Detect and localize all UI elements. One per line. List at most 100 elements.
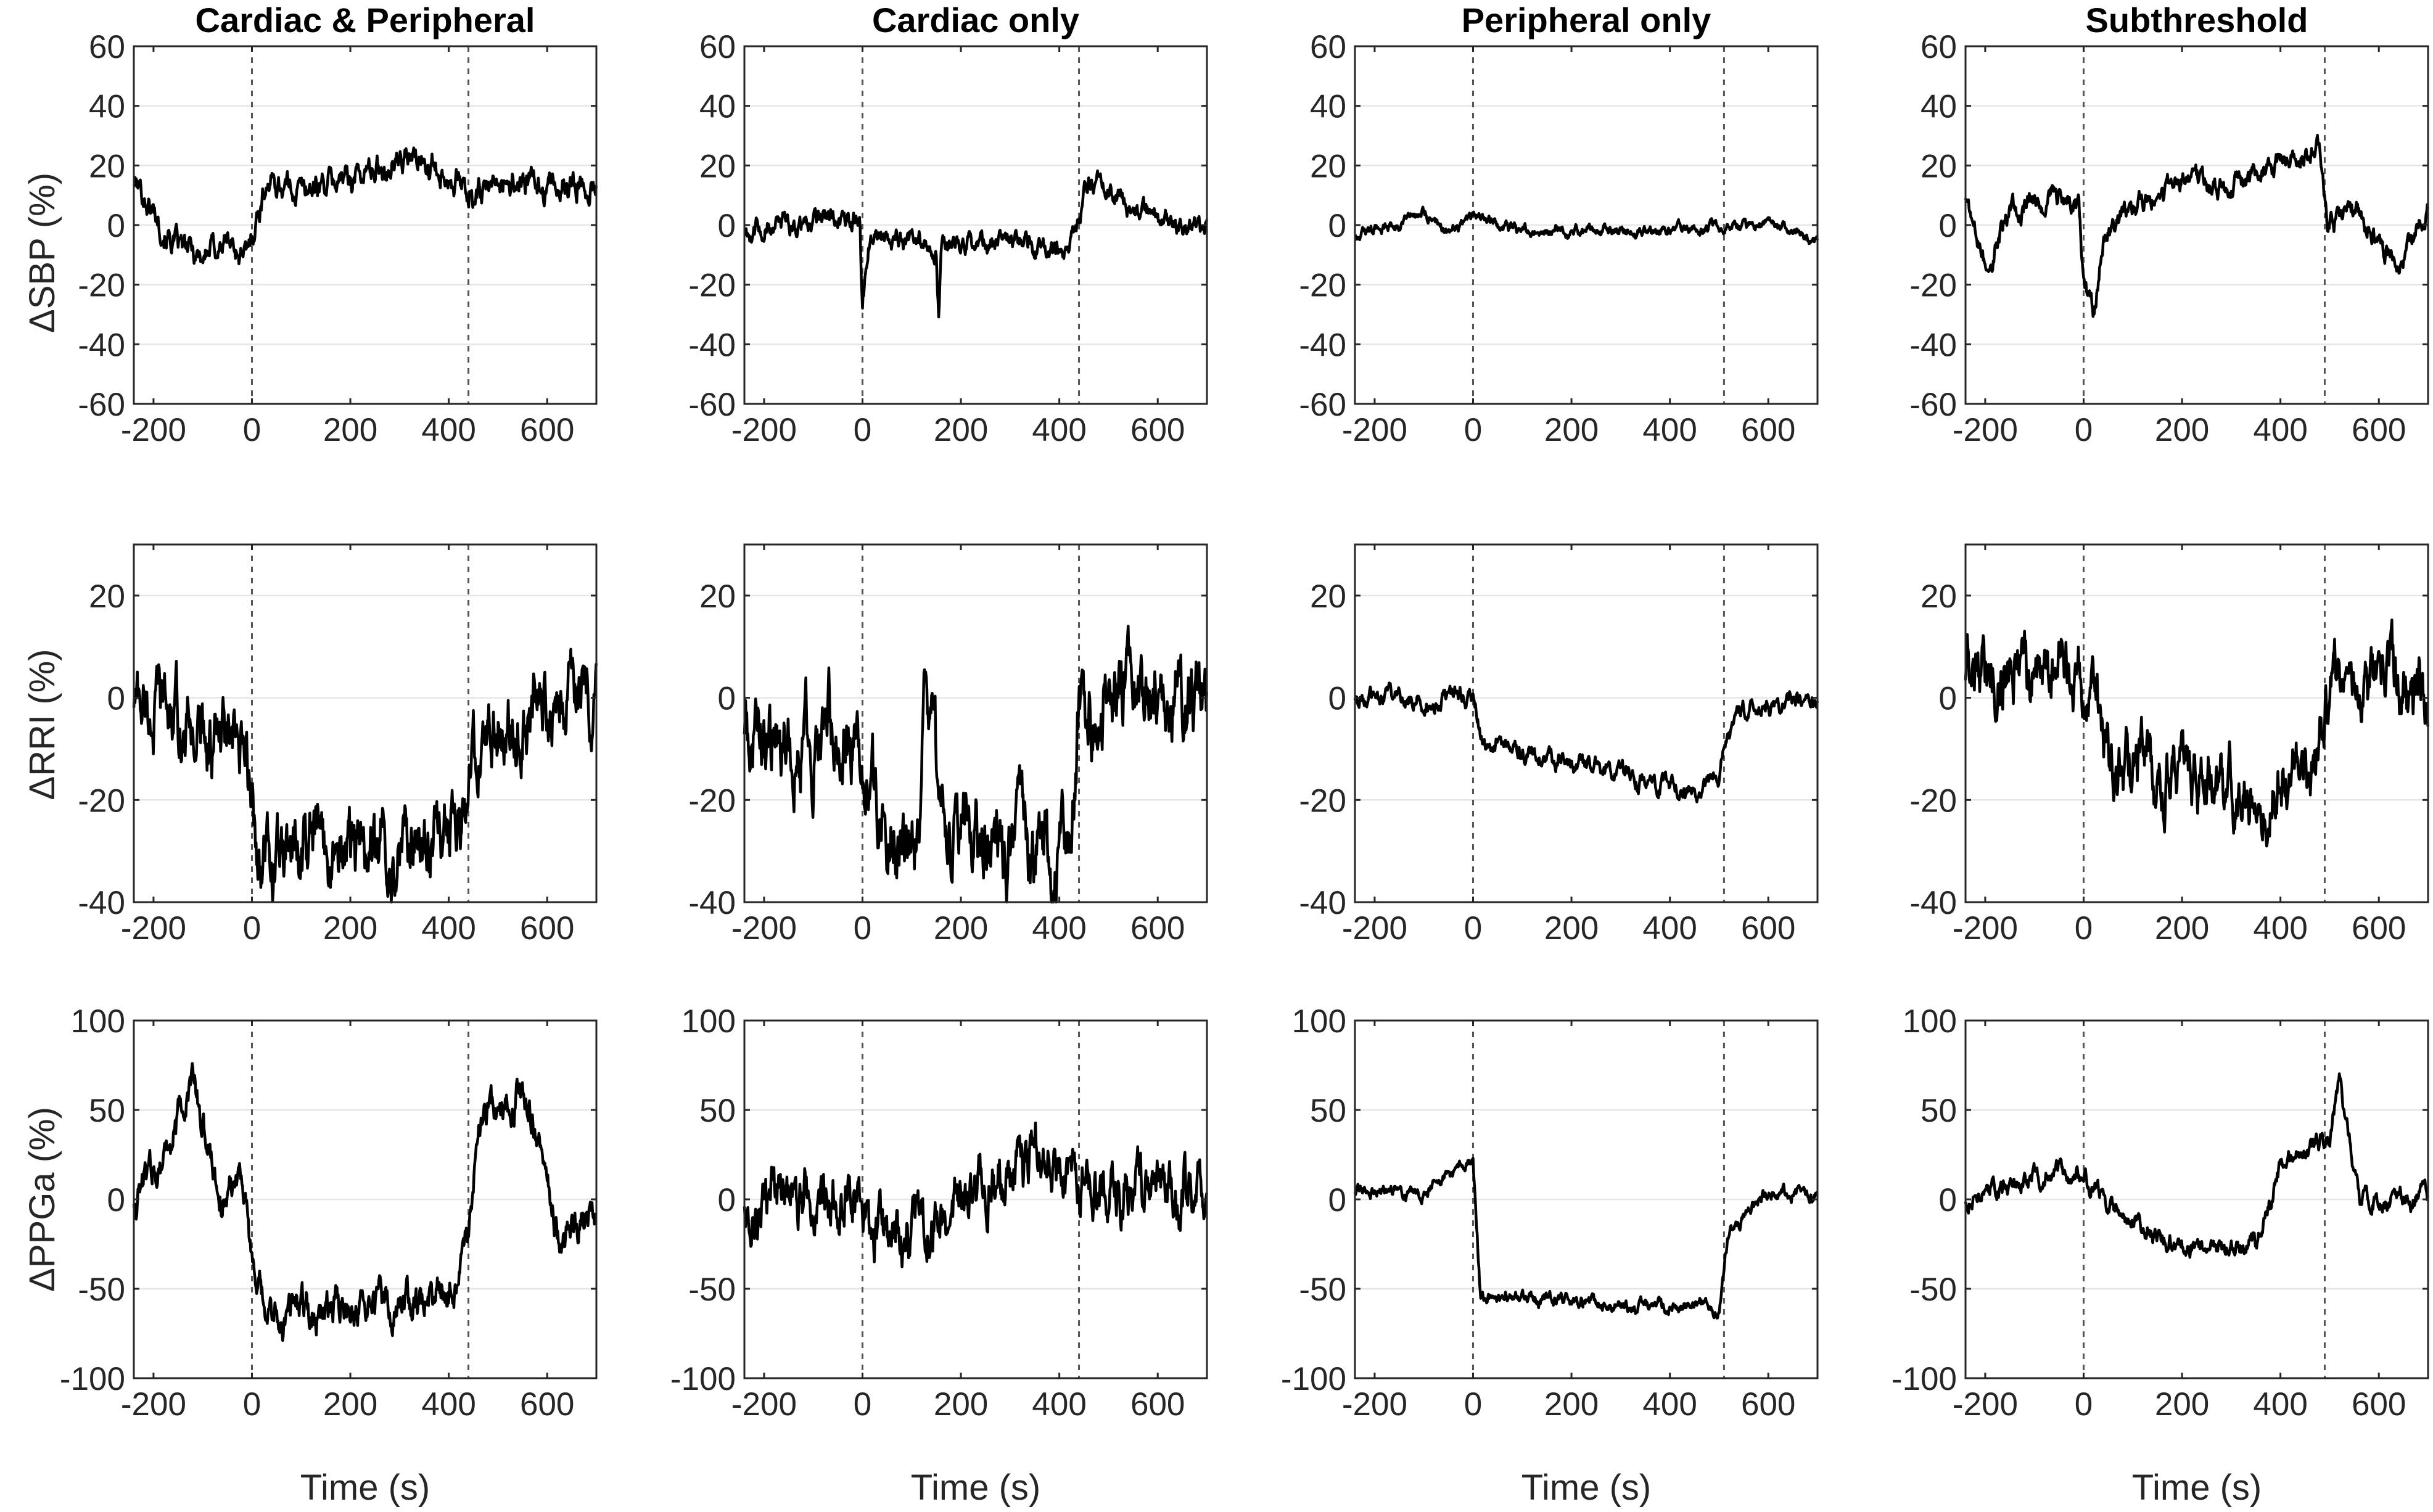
y-tick-label: 20 xyxy=(1920,578,1957,615)
series-line-ppga xyxy=(743,1121,1208,1268)
x-tick-label: 0 xyxy=(1464,910,1482,947)
y-tick-label: 0 xyxy=(1328,208,1346,244)
y-tick-label: 50 xyxy=(89,1093,125,1129)
x-tick-label: 200 xyxy=(1544,1386,1599,1423)
y-tick-label: 20 xyxy=(1310,148,1346,184)
column-title-subthreshold: Subthreshold xyxy=(2086,1,2308,39)
x-tick-label: -200 xyxy=(731,412,797,448)
y-tick-label: -40 xyxy=(688,885,736,921)
panel-ppga-subthreshold: -100 -50 0 50 100 -200 0 200 400 600 xyxy=(1892,1003,2429,1423)
y-tick-label: -20 xyxy=(1909,783,1957,819)
y-tick-label: -40 xyxy=(1299,885,1346,921)
y-tick-label: -20 xyxy=(78,783,125,819)
series-line-rri xyxy=(132,647,598,904)
y-tick-label: 50 xyxy=(1310,1093,1346,1129)
y-tick-label: -60 xyxy=(78,387,125,423)
y-tick-label: -40 xyxy=(1909,327,1957,363)
x-tick-label: -200 xyxy=(731,910,797,947)
y-tick-label: 0 xyxy=(1939,208,1957,244)
x-tick-label: 200 xyxy=(2155,1386,2209,1423)
y-tick-label: 0 xyxy=(718,208,736,244)
y-tick-label: 100 xyxy=(1292,1003,1346,1040)
y-tick-label: 40 xyxy=(1920,89,1957,125)
xlabel-col-4: Time (s) xyxy=(2132,1468,2262,1508)
y-tick-label: 20 xyxy=(89,148,125,184)
x-tick-label: 0 xyxy=(854,1386,871,1423)
column-title-cardiac-only: Cardiac only xyxy=(872,1,1079,39)
x-tick-label: 600 xyxy=(1741,412,1795,448)
y-tick-label: 40 xyxy=(89,89,125,125)
y-tick-label: -20 xyxy=(688,783,736,819)
x-tick-label: 400 xyxy=(421,910,475,947)
x-tick-label: 400 xyxy=(1642,1386,1697,1423)
x-tick-label: -200 xyxy=(1953,412,2018,448)
y-tick-label: 20 xyxy=(89,578,125,615)
panel-ppga-cardiac-only: -100 -50 0 50 100 -200 0 200 400 600 xyxy=(670,1003,1208,1423)
x-tick-label: 600 xyxy=(1130,1386,1185,1423)
x-tick-label: 0 xyxy=(2075,412,2093,448)
y-tick-label: 20 xyxy=(1920,148,1957,184)
xlabel-col-2: Time (s) xyxy=(911,1468,1040,1508)
y-tick-label: -20 xyxy=(1909,268,1957,304)
y-tick-label: 0 xyxy=(1328,681,1346,717)
series-line-sbp xyxy=(132,146,598,266)
x-tick-label: 600 xyxy=(1741,1386,1795,1423)
x-tick-label: -200 xyxy=(1342,910,1407,947)
x-tick-label: 600 xyxy=(1130,910,1185,947)
y-tick-label: 0 xyxy=(107,1182,125,1218)
x-tick-label: 200 xyxy=(2155,910,2209,947)
x-tick-label: 400 xyxy=(2253,1386,2307,1423)
x-tick-label: 400 xyxy=(1642,910,1697,947)
x-tick-label: 400 xyxy=(1032,412,1086,448)
x-tick-label: 400 xyxy=(1032,1386,1086,1423)
x-tick-label: 600 xyxy=(2352,910,2406,947)
y-tick-label: 0 xyxy=(107,208,125,244)
y-tick-label: -50 xyxy=(1909,1272,1957,1308)
y-tick-label: -40 xyxy=(78,327,125,363)
y-tick-label: 50 xyxy=(699,1093,736,1129)
xlabel-col-1: Time (s) xyxy=(300,1468,430,1508)
axes-box xyxy=(133,543,598,903)
x-tick-label: 200 xyxy=(323,910,377,947)
x-tick-label: -200 xyxy=(1342,1386,1407,1423)
x-tick-label: 0 xyxy=(2075,910,2093,947)
y-tick-label: 40 xyxy=(699,89,736,125)
y-tick-label: 0 xyxy=(718,1182,736,1218)
x-tick-label: 400 xyxy=(1032,910,1086,947)
y-tick-label: 20 xyxy=(699,578,736,615)
series-line-ppga xyxy=(1353,1157,1819,1320)
y-tick-label: 20 xyxy=(699,148,736,184)
y-tick-label: -40 xyxy=(78,885,125,921)
x-tick-label: 400 xyxy=(2253,412,2307,448)
y-tick-label: -40 xyxy=(688,327,736,363)
series-line-sbp xyxy=(743,169,1208,319)
x-tick-label: 600 xyxy=(1741,910,1795,947)
y-tick-label: -100 xyxy=(1281,1361,1346,1397)
y-tick-label: -60 xyxy=(1909,387,1957,423)
panel-ppga-peripheral-only: -100 -50 0 50 100 -200 0 200 400 600 xyxy=(1281,1003,1819,1423)
y-tick-label: 100 xyxy=(1903,1003,1957,1040)
panel-ppga-cardiac-peripheral: -100 -50 0 50 100 -200 0 200 400 600 xyxy=(60,1003,598,1423)
x-tick-label: 600 xyxy=(520,412,574,448)
y-tick-label: 0 xyxy=(1939,1182,1957,1218)
y-tick-label: 40 xyxy=(1310,89,1346,125)
axes-box xyxy=(1354,543,1819,903)
x-tick-label: 0 xyxy=(243,412,261,448)
x-tick-label: 0 xyxy=(854,412,871,448)
x-tick-label: 200 xyxy=(934,1386,988,1423)
ylabel-ppga: ΔPPGa (%) xyxy=(22,1107,62,1292)
x-tick-label: 400 xyxy=(2253,910,2307,947)
series-line-ppga xyxy=(1964,1072,2429,1259)
y-tick-label: 100 xyxy=(681,1003,736,1040)
y-tick-label: -100 xyxy=(1892,1361,1957,1397)
x-tick-label: 0 xyxy=(2075,1386,2093,1423)
series-line-rri xyxy=(743,625,1208,904)
x-tick-label: 600 xyxy=(520,1386,574,1423)
x-tick-label: 200 xyxy=(934,910,988,947)
y-tick-label: -20 xyxy=(1299,268,1346,304)
